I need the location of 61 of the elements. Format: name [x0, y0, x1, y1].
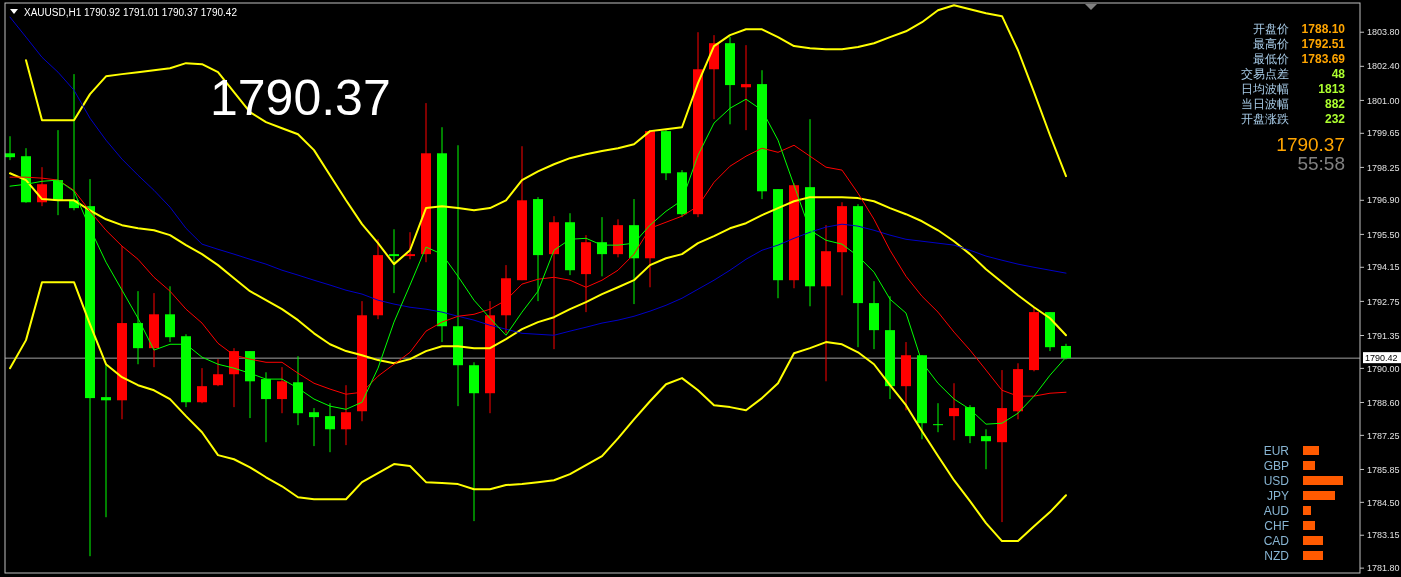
y-tick-label: 1784.50 — [1367, 497, 1400, 508]
candlestick — [5, 135, 15, 161]
bar — [1303, 491, 1335, 500]
text: 最低价 1783.69 — [1253, 52, 1346, 66]
line-series — [9, 16, 1067, 336]
y-tick-label: AUD — [1263, 503, 1290, 518]
text: 开盘涨跌 232 — [1241, 112, 1345, 126]
text: 交易点差 48 — [1241, 67, 1345, 81]
y-tick-label: NZD — [1264, 548, 1290, 563]
y-tick-label: 1798.25 — [1367, 162, 1400, 173]
y-tick-label: 1791.35 — [1367, 330, 1400, 341]
candlestick — [101, 362, 111, 518]
y-tick-label: JPY — [1266, 488, 1289, 503]
candlestick — [309, 407, 319, 447]
bar — [1303, 521, 1315, 530]
candlestick — [405, 231, 415, 260]
y-tick-label: 1794.15 — [1367, 262, 1400, 273]
bar — [1303, 551, 1323, 560]
text: 当日波幅 882 — [1241, 97, 1345, 111]
line-series — [25, 4, 1067, 266]
candlestick — [933, 402, 943, 433]
y-tick-label: GBP — [1263, 458, 1289, 473]
y-tick-label: 1787.25 — [1367, 430, 1400, 441]
bar — [1303, 536, 1323, 545]
chart-title: XAUUSD,H1 1790.92 1791.01 1790.37 1790.42 — [24, 7, 238, 18]
y-tick-label: 1796.90 — [1367, 195, 1400, 206]
text: 最高价 1792.51 — [1253, 37, 1346, 51]
y-tick-label: CHF — [1264, 518, 1289, 533]
line-series — [9, 172, 1067, 365]
bar — [1303, 446, 1319, 455]
candlestick — [741, 44, 751, 131]
y-tick-label: EUR — [1263, 443, 1290, 458]
y-tick-label: 1781.80 — [1367, 563, 1400, 574]
line-series — [9, 281, 1067, 543]
y-tick-label: 1802.40 — [1367, 61, 1400, 72]
candlestick — [197, 367, 207, 404]
text: 日均波幅 1813 — [1241, 82, 1345, 96]
candlestick — [389, 228, 399, 294]
y-tick-label: 1803.80 — [1367, 27, 1400, 38]
text: 1790.37 — [1276, 134, 1345, 155]
candlestick — [277, 366, 287, 414]
y-tick-label: 1801.00 — [1367, 95, 1400, 106]
text: 55:58 — [1297, 153, 1345, 174]
y-tick-label: 1783.15 — [1367, 530, 1400, 541]
y-tick-label: 1792.75 — [1367, 296, 1400, 307]
text: 开盘价 1788.10 — [1253, 22, 1346, 36]
candlestick — [949, 382, 959, 441]
y-tick-label: CAD — [1263, 533, 1290, 548]
y-tick-label: 1795.50 — [1367, 229, 1400, 240]
y-tick-label: 1799.65 — [1367, 128, 1400, 139]
bar — [1303, 506, 1311, 515]
bar — [1303, 476, 1343, 485]
ref-line-label: 1790.42 — [1365, 353, 1398, 364]
y-tick-label: 1785.85 — [1367, 464, 1400, 475]
candlestick — [981, 428, 991, 470]
candlestick — [213, 358, 223, 387]
y-tick-label: USD — [1263, 473, 1290, 488]
bar — [1303, 461, 1315, 470]
y-tick-label: 1788.60 — [1367, 397, 1400, 408]
y-tick-label: 1790.00 — [1367, 363, 1400, 374]
candlestick — [165, 285, 175, 343]
